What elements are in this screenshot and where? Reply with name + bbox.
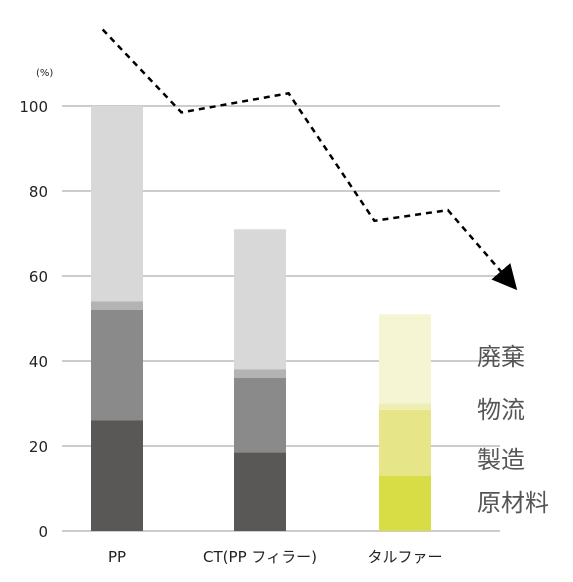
bar-segment <box>91 301 143 310</box>
legend-label: 原材料 <box>477 489 549 517</box>
legend-label: 廃棄 <box>477 343 525 371</box>
bar-segment <box>91 106 143 302</box>
x-category-label: CT(PP フィラー) <box>203 548 317 566</box>
y-tick-label: 40 <box>29 353 48 371</box>
y-tick-label: 60 <box>29 268 48 286</box>
trend-arrow <box>101 28 518 291</box>
x-axis-categories: PP CT(PP フィラー) タルファー <box>108 548 443 566</box>
trend-line <box>101 28 518 291</box>
bar-segment <box>234 369 286 378</box>
bar-segment <box>234 452 286 531</box>
x-category-label: タルファー <box>367 548 442 566</box>
x-category-label: PP <box>108 548 126 566</box>
bar-segment <box>234 378 286 453</box>
bars <box>91 106 431 531</box>
y-tick-label: 20 <box>29 438 48 456</box>
legend-label: 物流 <box>477 396 525 424</box>
bar-segment <box>379 314 431 404</box>
bar-segment <box>234 229 286 370</box>
bar-segment <box>91 310 143 421</box>
bar-segment <box>379 409 431 476</box>
y-unit-label: (%) <box>36 68 53 79</box>
y-axis-ticks: 0 20 40 60 80 100 <box>19 98 48 541</box>
y-tick-label: 80 <box>29 183 48 201</box>
y-tick-label: 100 <box>19 98 48 116</box>
bar-segment <box>379 403 431 410</box>
legend-label: 製造 <box>477 446 525 474</box>
bar-segment <box>379 475 431 531</box>
y-tick-label: 0 <box>38 523 48 541</box>
bar-segment <box>91 420 143 531</box>
